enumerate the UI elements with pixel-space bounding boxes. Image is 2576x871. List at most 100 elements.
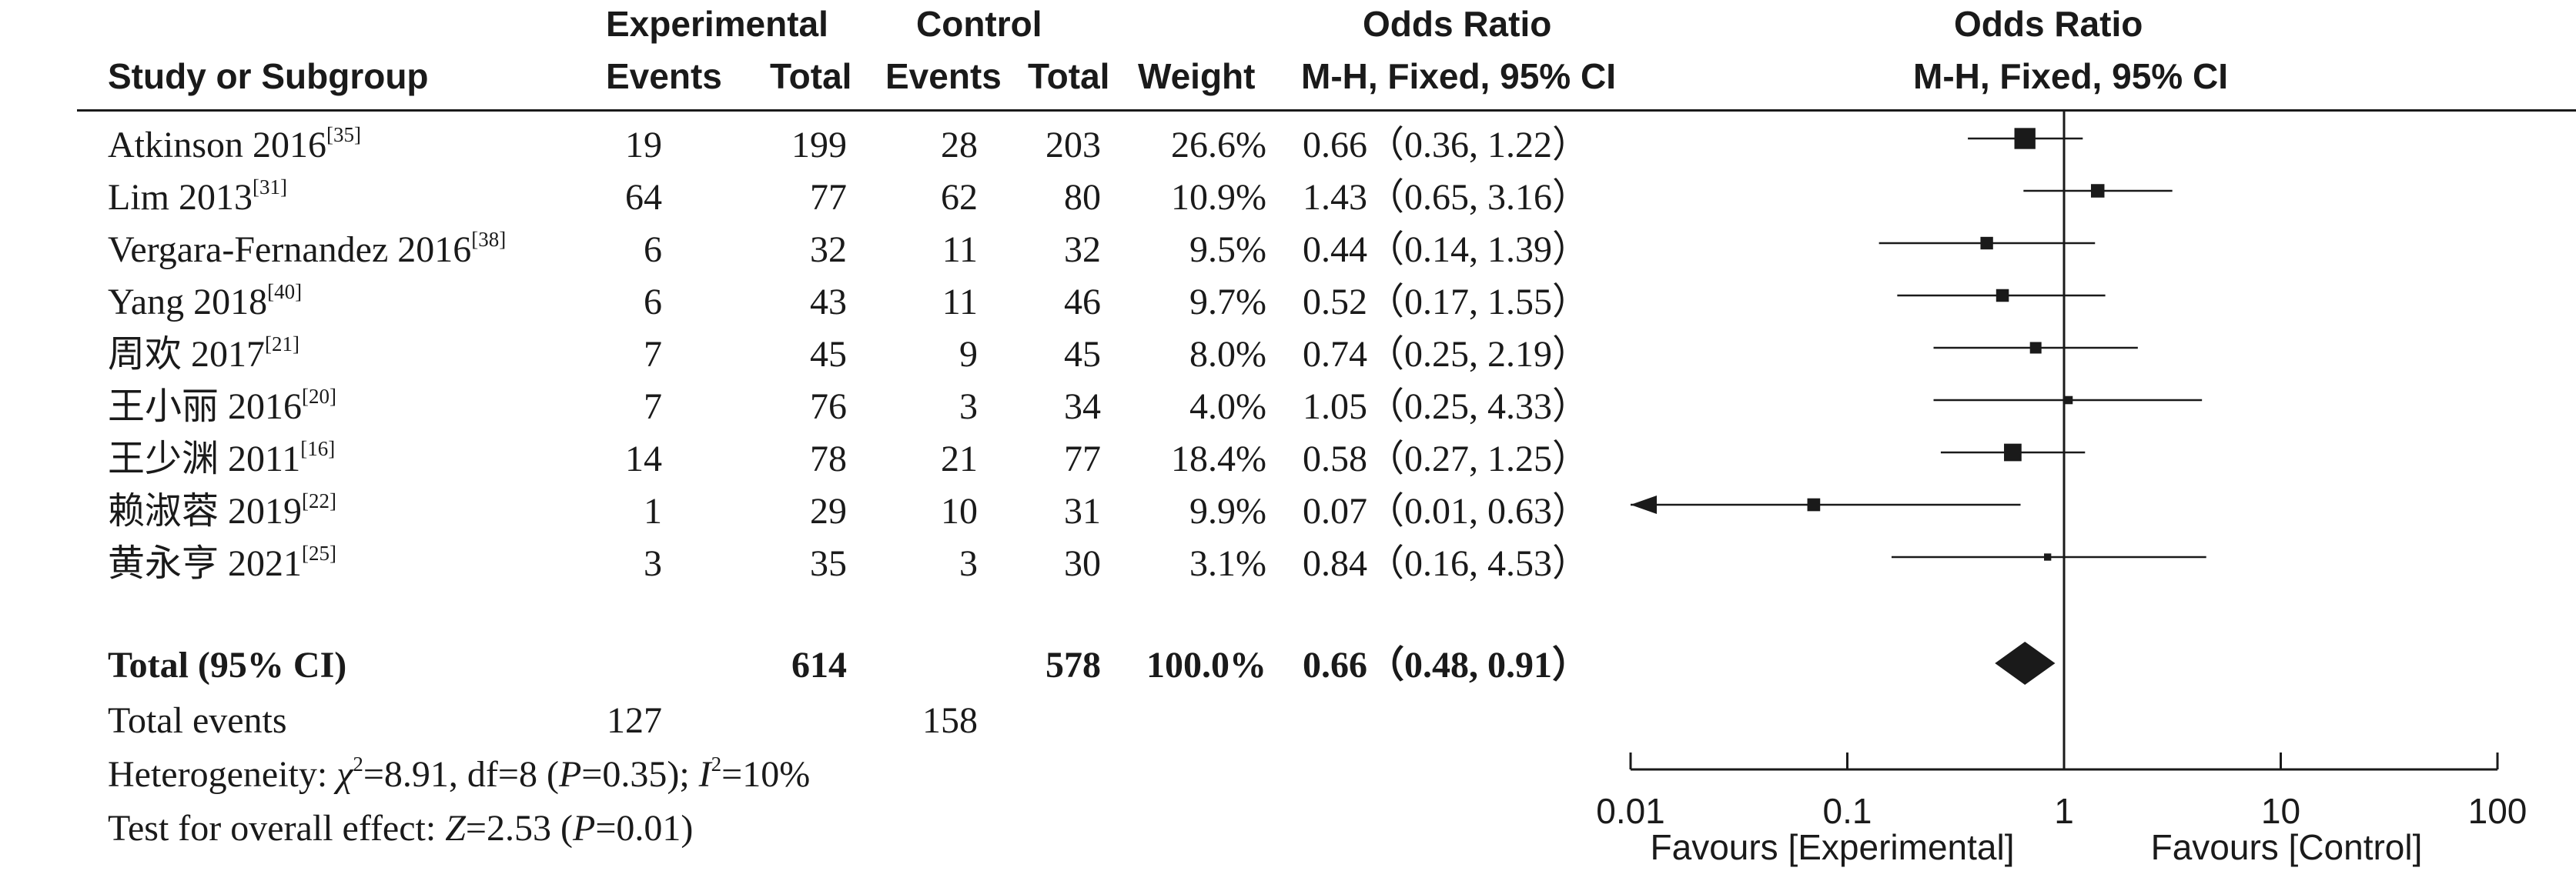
exp-total: 43 — [810, 282, 847, 322]
study-name: Lim 2013[31] — [108, 175, 287, 218]
ctl-events: 3 — [959, 543, 978, 584]
study-square — [2064, 395, 2073, 405]
weight-value: 3.1% — [1189, 543, 1266, 584]
experimental-group-header: Experimental — [606, 4, 828, 44]
heterogeneity-text: Heterogeneity: χ2=8.91, df=8 (P=0.35); I… — [108, 753, 811, 795]
odds-ratio-plot-header: Odds Ratio — [1954, 4, 2143, 44]
exp-total: 76 — [810, 386, 847, 427]
exp-events: 64 — [625, 177, 662, 218]
ctl-total: 34 — [1064, 386, 1101, 427]
exp-total: 77 — [810, 177, 847, 218]
ctl-total: 32 — [1064, 229, 1101, 270]
weight-value: 8.0% — [1189, 334, 1266, 375]
total-ctl: 578 — [1045, 645, 1101, 686]
study-name: 王小丽 2016[20] — [108, 385, 336, 427]
weight-value: 9.9% — [1189, 491, 1266, 532]
or-ci-value: 1.43（0.65, 3.16） — [1303, 177, 1590, 218]
ctl-total: 77 — [1064, 439, 1101, 479]
exp-events: 14 — [625, 439, 662, 479]
total-weight: 100.0% — [1146, 645, 1266, 686]
weight-value: 4.0% — [1189, 386, 1266, 427]
or-ci-value: 0.74（0.25, 2.19） — [1303, 334, 1590, 375]
or-ci-value: 0.44（0.14, 1.39） — [1303, 229, 1590, 270]
weight-value: 18.4% — [1171, 439, 1266, 479]
method-plot-header: M-H, Fixed, 95% CI — [1913, 56, 2228, 96]
total-or-ci: 0.66（0.48, 0.91） — [1303, 645, 1590, 686]
ctl-total: 30 — [1064, 543, 1101, 584]
total-events-ctl: 158 — [922, 700, 978, 741]
weight-header: Weight — [1138, 56, 1256, 96]
total-exp: 614 — [791, 645, 847, 686]
or-ci-value: 0.07（0.01, 0.63） — [1303, 491, 1590, 532]
exp-total: 78 — [810, 439, 847, 479]
study-square — [2029, 342, 2042, 354]
ctl-events: 21 — [941, 439, 978, 479]
ctl-events-header: Events — [885, 56, 1002, 96]
exp-events: 1 — [644, 491, 662, 532]
exp-total: 199 — [791, 125, 847, 165]
ctl-events: 10 — [941, 491, 978, 532]
study-name: Atkinson 2016[35] — [108, 123, 361, 165]
or-ci-value: 1.05（0.25, 4.33） — [1303, 386, 1590, 427]
x-tick-label: 1 — [2054, 791, 2074, 831]
study-square — [2004, 443, 2022, 462]
ctl-events: 3 — [959, 386, 978, 427]
odds-ratio-header: Odds Ratio — [1363, 4, 1552, 44]
method-header: M-H, Fixed, 95% CI — [1301, 56, 1616, 96]
exp-events: 7 — [644, 334, 662, 375]
or-ci-value: 0.84（0.16, 4.53） — [1303, 543, 1590, 584]
x-tick-label: 100 — [2468, 791, 2527, 831]
exp-events: 7 — [644, 386, 662, 427]
favours-control-label: Favours [Control] — [2151, 827, 2423, 867]
study-name: Vergara-Fernandez 2016[38] — [108, 228, 507, 270]
ctl-events: 11 — [942, 282, 978, 322]
control-group-header: Control — [916, 4, 1042, 44]
weight-value: 26.6% — [1171, 125, 1266, 165]
study-square — [2090, 184, 2105, 198]
or-ci-value: 0.52（0.17, 1.55） — [1303, 282, 1590, 322]
x-tick-label: 0.1 — [1823, 791, 1872, 831]
x-tick-label: 10 — [2261, 791, 2300, 831]
ctl-total: 80 — [1064, 177, 1101, 218]
ctl-total: 46 — [1064, 282, 1101, 322]
ctl-total: 45 — [1064, 334, 1101, 375]
study-name: 黄永亨 2021[25] — [108, 542, 336, 584]
ctl-events: 9 — [959, 334, 978, 375]
study-name: 王少渊 2011[16] — [108, 437, 336, 479]
ctl-total-header: Total — [1028, 56, 1110, 96]
study-name: Yang 2018[40] — [108, 280, 303, 322]
study-name: 赖淑蓉 2019[22] — [108, 489, 336, 532]
favours-experimental-label: Favours [Experimental] — [1651, 827, 2015, 867]
ctl-total: 203 — [1045, 125, 1101, 165]
study-name: 周欢 2017[21] — [108, 332, 299, 375]
weight-value: 9.7% — [1189, 282, 1266, 322]
weight-value: 10.9% — [1171, 177, 1266, 218]
study-square — [1996, 289, 2009, 302]
exp-total: 35 — [810, 543, 847, 584]
or-ci-value: 0.58（0.27, 1.25） — [1303, 439, 1590, 479]
exp-events: 6 — [644, 229, 662, 270]
total-events-exp: 127 — [607, 700, 662, 741]
overall-effect-text: Test for overall effect: Z=2.53 (P=0.01) — [108, 808, 694, 849]
x-tick-label: 0.01 — [1596, 791, 1665, 831]
pooled-diamond — [1995, 642, 2056, 685]
exp-total: 45 — [810, 334, 847, 375]
total-label: Total (95% CI) — [108, 645, 347, 686]
ci-arrow — [1631, 496, 1657, 514]
study-square — [2044, 553, 2052, 561]
ctl-events: 62 — [941, 177, 978, 218]
exp-total: 32 — [810, 229, 847, 270]
exp-total: 29 — [810, 491, 847, 532]
header-rule — [77, 109, 2576, 112]
study-square — [2014, 128, 2036, 149]
study-square — [1807, 498, 1821, 512]
weight-value: 9.5% — [1189, 229, 1266, 270]
exp-events: 19 — [625, 125, 662, 165]
study-square — [1980, 236, 1993, 250]
total-events-label: Total events — [108, 700, 287, 741]
ctl-events: 28 — [941, 125, 978, 165]
exp-events: 6 — [644, 282, 662, 322]
exp-total-header: Total — [770, 56, 852, 96]
or-ci-value: 0.66（0.36, 1.22） — [1303, 125, 1590, 165]
